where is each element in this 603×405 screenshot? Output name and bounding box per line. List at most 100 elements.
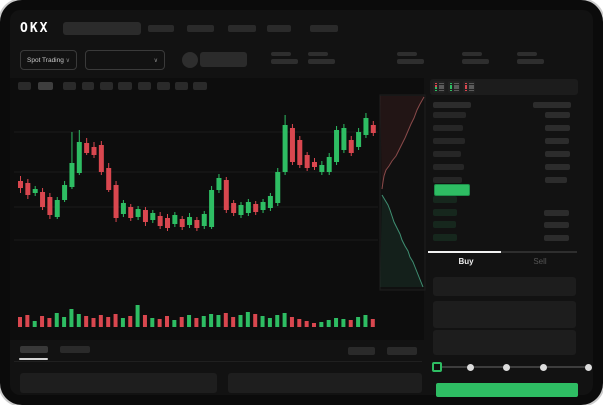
candle-body <box>106 168 112 190</box>
interval-button[interactable] <box>138 82 151 90</box>
interval-button[interactable] <box>193 82 207 90</box>
interval-button[interactable] <box>157 82 170 90</box>
candle-body <box>187 217 193 225</box>
volume-bar <box>98 315 103 327</box>
volume-bar <box>370 319 375 327</box>
pair-name-button[interactable] <box>200 52 247 67</box>
ask-row-price[interactable] <box>433 137 465 144</box>
volume-bar <box>157 319 162 327</box>
candle-body <box>172 215 178 224</box>
candle-body <box>91 147 97 155</box>
amount-slider-track[interactable] <box>437 366 588 368</box>
volume-bar <box>32 321 37 327</box>
candle-body <box>297 140 303 165</box>
candle-body <box>238 205 244 215</box>
volume-bar <box>76 314 81 327</box>
volume-bar <box>209 314 214 327</box>
volume-bar <box>341 319 346 327</box>
volume-bar <box>267 318 272 327</box>
interval-button[interactable] <box>18 82 31 90</box>
candle-body <box>289 128 295 162</box>
bottom-tab[interactable] <box>20 346 48 353</box>
bid-row-price[interactable] <box>433 208 457 216</box>
candle-body <box>267 196 273 208</box>
volume-bar <box>319 322 324 327</box>
interval-button[interactable] <box>82 82 94 90</box>
price-field[interactable] <box>433 277 576 296</box>
volume-bar <box>245 312 250 327</box>
candle-body <box>179 219 185 227</box>
slider-stop[interactable] <box>467 363 474 371</box>
nav-item[interactable] <box>187 25 214 32</box>
volume-bar <box>54 313 59 327</box>
book-asks-icon[interactable] <box>463 81 475 93</box>
candle-body <box>312 162 317 167</box>
nav-item[interactable] <box>228 25 256 32</box>
bottom-input[interactable] <box>20 373 217 393</box>
depth-bids-area <box>380 195 423 287</box>
volume-bar <box>25 315 30 327</box>
chart-background <box>10 78 424 340</box>
stat-value <box>271 59 298 64</box>
interval-button[interactable] <box>175 82 188 90</box>
candle-body <box>113 185 119 218</box>
candle-body <box>282 125 288 172</box>
ask-row-price[interactable] <box>433 176 462 183</box>
volume-bar <box>165 316 169 327</box>
total-field[interactable] <box>433 330 576 355</box>
volume-bar <box>231 317 236 327</box>
candle-body <box>135 209 141 217</box>
interval-button[interactable] <box>100 82 113 90</box>
candle-body <box>62 185 68 200</box>
tab-sell[interactable]: Sell <box>533 257 547 266</box>
slider-stop[interactable] <box>540 363 547 371</box>
slider-stop[interactable] <box>585 363 592 371</box>
bottom-action-button[interactable] <box>348 347 375 355</box>
slider-handle[interactable] <box>432 362 442 372</box>
volume-bar <box>113 314 118 327</box>
bottom-action-button[interactable] <box>387 347 417 355</box>
interval-button[interactable] <box>63 82 76 90</box>
slider-stop[interactable] <box>503 363 510 371</box>
volume-bar <box>40 316 45 327</box>
interval-button[interactable] <box>38 82 53 90</box>
tab-buy[interactable]: Buy <box>458 257 474 266</box>
ask-row-price[interactable] <box>433 163 464 170</box>
bid-row-price[interactable] <box>433 196 457 203</box>
bottom-tab[interactable] <box>60 346 90 353</box>
candle-body <box>216 178 222 190</box>
candle-body <box>326 157 332 172</box>
interval-button[interactable] <box>118 82 132 90</box>
pair-selector-dropdown[interactable]: ∨ <box>85 50 165 70</box>
book-bids-icon[interactable] <box>448 81 460 93</box>
volume-bar <box>194 318 199 327</box>
ask-row-price[interactable] <box>433 112 466 118</box>
candle-body <box>348 140 354 153</box>
buy-submit-button[interactable] <box>436 383 578 397</box>
ask-row-amount <box>545 137 569 144</box>
ask-row-price[interactable] <box>433 124 463 131</box>
bid-row-price[interactable] <box>433 234 457 242</box>
ask-row-price[interactable] <box>433 150 461 157</box>
candle-body <box>370 125 376 133</box>
nav-item[interactable] <box>148 25 174 32</box>
amount-field[interactable] <box>433 301 576 328</box>
bid-row-price[interactable] <box>433 221 456 229</box>
stat-value <box>397 59 424 64</box>
orderbook-header <box>533 102 571 108</box>
nav-item[interactable] <box>310 25 338 32</box>
volume-bar <box>356 317 361 327</box>
candle-body <box>341 128 347 150</box>
nav-item[interactable] <box>267 25 291 32</box>
bottom-input[interactable] <box>228 373 422 393</box>
chevron-down-icon: ∨ <box>153 57 158 64</box>
search-input[interactable] <box>63 22 141 35</box>
last-price-bar[interactable] <box>434 184 470 196</box>
candle-body <box>76 142 82 173</box>
book-both-icon[interactable] <box>433 81 445 93</box>
stat-label <box>462 52 482 56</box>
candle-body <box>260 202 266 210</box>
market-type-dropdown[interactable]: Spot Trading ∨ <box>20 50 77 70</box>
